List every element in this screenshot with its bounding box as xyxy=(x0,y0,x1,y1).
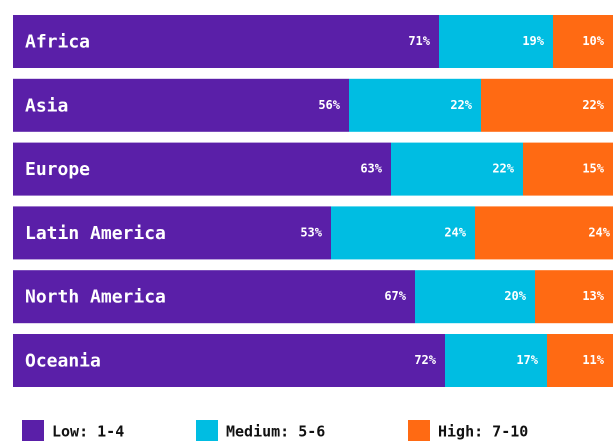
category-label: Oceania xyxy=(25,351,101,372)
value-label: 63% xyxy=(360,162,382,176)
value-label: 20% xyxy=(504,289,526,303)
legend-swatch xyxy=(22,420,44,441)
bar-segment xyxy=(445,334,547,387)
legend-label: High: 7-10 xyxy=(438,423,528,441)
value-label: 24% xyxy=(588,225,610,239)
bar-segment xyxy=(13,270,415,324)
legend-label: Low: 1-4 xyxy=(52,423,124,441)
category-label: Europe xyxy=(25,159,90,180)
bar-segment xyxy=(349,78,481,132)
value-label: 53% xyxy=(300,225,322,239)
bar-segment xyxy=(391,142,523,196)
value-label: 15% xyxy=(582,162,604,176)
legend-swatch xyxy=(196,420,218,441)
category-label: Africa xyxy=(25,32,90,53)
value-label: 56% xyxy=(318,98,340,112)
legend-swatch xyxy=(408,420,430,441)
value-label: 72% xyxy=(414,353,436,367)
value-label: 10% xyxy=(582,34,604,48)
bar-segment xyxy=(13,206,331,260)
bar-segment xyxy=(13,15,439,68)
bar-segment xyxy=(439,15,553,68)
bar-segment xyxy=(547,334,613,387)
bar-segment xyxy=(331,206,475,260)
category-label: Asia xyxy=(25,95,68,116)
value-label: 22% xyxy=(582,98,604,112)
value-label: 13% xyxy=(582,289,604,303)
category-label: North America xyxy=(25,287,166,308)
bar-segment xyxy=(13,142,391,196)
value-label: 71% xyxy=(408,34,430,48)
value-label: 67% xyxy=(384,289,406,303)
value-label: 24% xyxy=(444,225,466,239)
bar-segment xyxy=(553,15,613,68)
bar-segment xyxy=(523,142,613,196)
value-label: 11% xyxy=(582,353,604,367)
bar-segment xyxy=(481,78,613,132)
bar-segment xyxy=(13,334,445,387)
value-label: 22% xyxy=(492,162,514,176)
value-label: 17% xyxy=(516,353,538,367)
bar-segment xyxy=(475,206,613,260)
bar-segment xyxy=(535,270,613,324)
bar-segment xyxy=(415,270,535,324)
legend-label: Medium: 5-6 xyxy=(226,423,325,441)
value-label: 19% xyxy=(522,34,544,48)
bar-segment xyxy=(13,78,349,132)
category-label: Latin America xyxy=(25,223,166,244)
value-label: 22% xyxy=(450,98,472,112)
